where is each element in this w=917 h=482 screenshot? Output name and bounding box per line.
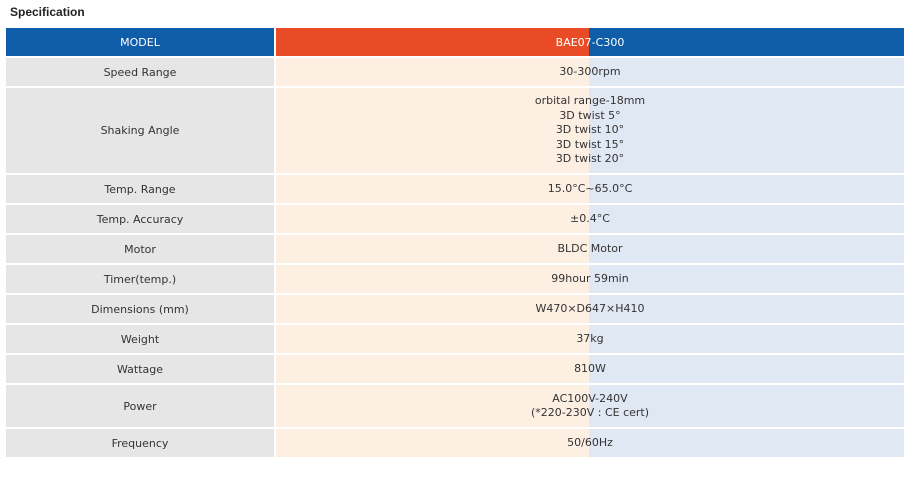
table-row: Power AC100V-240V (*220-230V : CE cert) (6, 384, 904, 429)
table-row: Wattage 810W (6, 354, 904, 385)
header-label: MODEL (6, 28, 276, 58)
row-value: 810W (275, 354, 904, 385)
value-line: W470×D647×H410 (535, 301, 645, 315)
value-line: 99hour 59min (551, 271, 629, 285)
row-label: Timer(temp.) (6, 264, 276, 295)
table-row: Weight 37kg (6, 324, 904, 355)
row-value: 50/60Hz (275, 428, 904, 459)
value-line: (*220-230V : CE cert) (530, 406, 650, 419)
value-line: 3D twist 10° (555, 123, 625, 137)
row-value: BLDC Motor (275, 234, 904, 265)
value-line: ±0.4°C (570, 211, 610, 225)
row-label: Wattage (6, 354, 276, 385)
row-value: orbital range-18mm 3D twist 5° 3D twist … (275, 87, 904, 175)
row-label: Speed Range (6, 57, 276, 88)
row-value: 37kg (275, 324, 904, 355)
value-line: 3D twist 15° (555, 137, 625, 151)
value-line: 37kg (576, 331, 604, 345)
row-label: Weight (6, 324, 276, 355)
row-value: 15.0°C~65.0°C (275, 174, 904, 205)
value-line: 30-300rpm (559, 64, 621, 78)
table-header-row: MODEL BAE07-C300 (6, 28, 904, 58)
value-line: 15.0°C~65.0°C (547, 181, 633, 195)
row-label: Temp. Accuracy (6, 204, 276, 235)
value-line: 50/60Hz (567, 435, 613, 449)
table-row: Temp. Range 15.0°C~65.0°C (6, 174, 904, 205)
row-value: AC100V-240V (*220-230V : CE cert) (275, 384, 904, 429)
table-row: Shaking Angle orbital range-18mm 3D twis… (6, 87, 904, 175)
row-value: 99hour 59min (275, 264, 904, 295)
table-row: Temp. Accuracy ±0.4°C (6, 204, 904, 235)
value-line: 810W (574, 361, 606, 375)
row-label: Power (6, 384, 276, 429)
section-title: Specification (10, 5, 85, 19)
value-line: 3D twist 5° (559, 108, 621, 122)
row-label: Shaking Angle (6, 87, 276, 175)
value-line: 3D twist 20° (555, 152, 625, 166)
table-row: Speed Range 30-300rpm (6, 57, 904, 88)
value-line: orbital range-18mm (534, 94, 646, 108)
header-model-value: BAE07-C300 (275, 28, 904, 58)
table-row: Frequency 50/60Hz (6, 428, 904, 459)
row-value: ±0.4°C (275, 204, 904, 235)
row-label: Motor (6, 234, 276, 265)
table-row: Dimensions (mm) W470×D647×H410 (6, 294, 904, 325)
table-row: Timer(temp.) 99hour 59min (6, 264, 904, 295)
row-value: 30-300rpm (275, 57, 904, 88)
row-value: W470×D647×H410 (275, 294, 904, 325)
row-label: Frequency (6, 428, 276, 459)
row-label: Dimensions (mm) (6, 294, 276, 325)
spec-table: MODEL BAE07-C300 Speed Range 30-300rpm S… (6, 28, 904, 459)
value-line: AC100V-240V (552, 391, 628, 405)
table-row: Motor BLDC Motor (6, 234, 904, 265)
value-line: BLDC Motor (557, 241, 623, 255)
row-label: Temp. Range (6, 174, 276, 205)
